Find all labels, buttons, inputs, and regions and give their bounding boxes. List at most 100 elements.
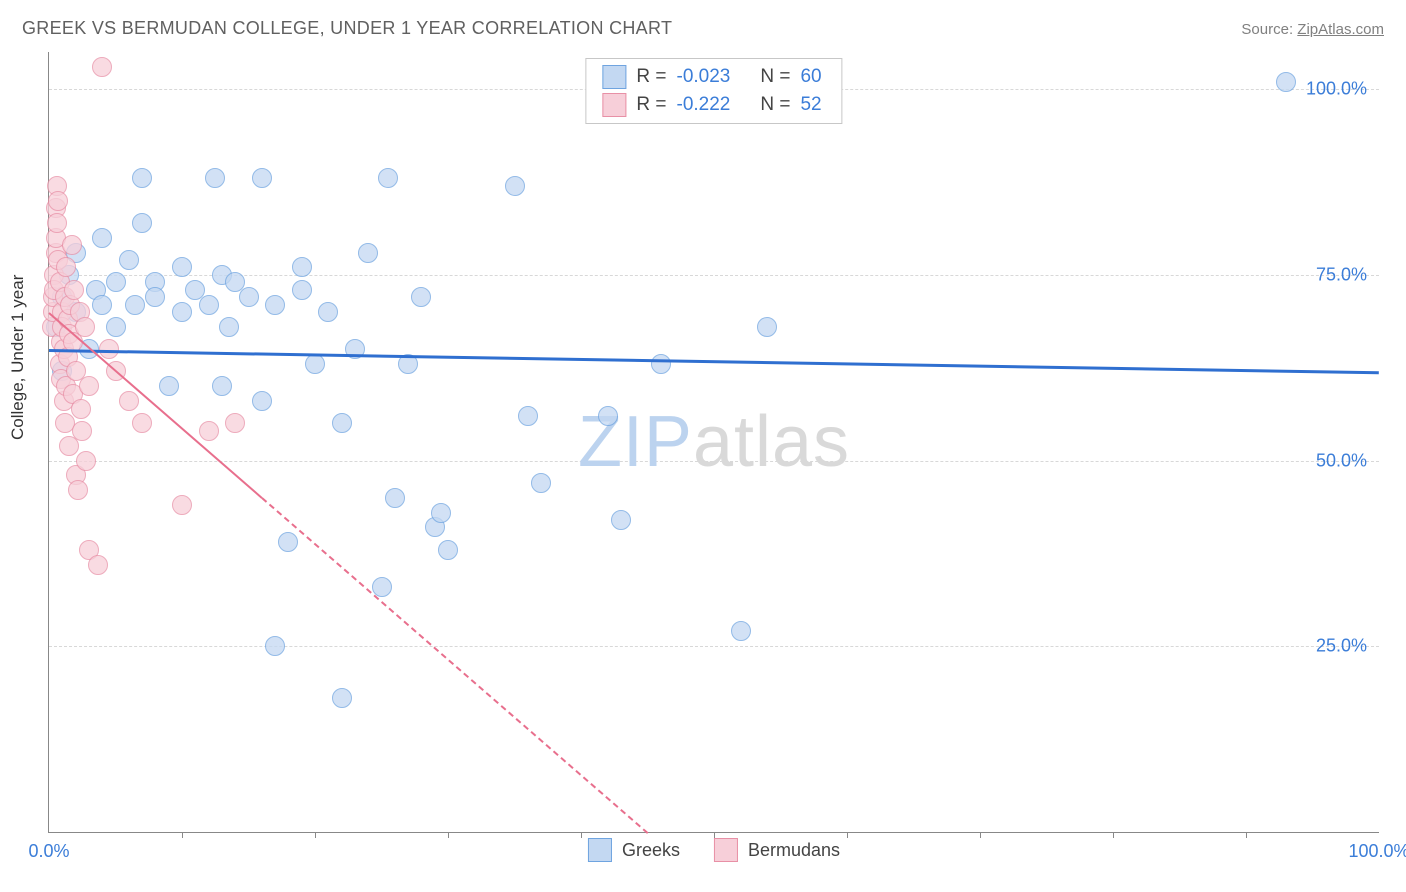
data-point	[106, 317, 126, 337]
data-point	[132, 413, 152, 433]
x-tick	[980, 832, 981, 838]
gridline	[49, 275, 1379, 276]
data-point	[92, 57, 112, 77]
data-point	[172, 495, 192, 515]
n-value-bermudans: 52	[800, 94, 821, 116]
y-tick-label: 25.0%	[1316, 636, 1367, 657]
data-point	[145, 287, 165, 307]
legend-label-greeks: Greeks	[622, 840, 680, 861]
data-point	[132, 213, 152, 233]
data-point	[48, 191, 68, 211]
chart-header: GREEK VS BERMUDAN COLLEGE, UNDER 1 YEAR …	[22, 18, 1384, 39]
r-value-bermudans: -0.222	[676, 94, 730, 116]
data-point	[76, 451, 96, 471]
legend-item-bermudans: Bermudans	[714, 838, 840, 862]
data-point	[431, 503, 451, 523]
data-point	[611, 510, 631, 530]
gridline	[49, 646, 1379, 647]
data-point	[47, 213, 67, 233]
source-prefix: Source:	[1241, 21, 1297, 38]
chart-title: GREEK VS BERMUDAN COLLEGE, UNDER 1 YEAR …	[22, 18, 672, 39]
data-point	[305, 354, 325, 374]
data-point	[225, 413, 245, 433]
data-point	[68, 480, 88, 500]
x-tick	[714, 832, 715, 838]
data-point	[199, 421, 219, 441]
x-tick	[1246, 832, 1247, 838]
data-point	[125, 295, 145, 315]
data-point	[292, 257, 312, 277]
legend-row-greeks: R = -0.023 N = 60	[602, 65, 821, 89]
data-point	[71, 399, 91, 419]
data-point	[318, 302, 338, 322]
data-point	[199, 295, 219, 315]
x-tick	[581, 832, 582, 838]
data-point	[252, 168, 272, 188]
data-point	[64, 280, 84, 300]
data-point	[411, 287, 431, 307]
swatch-bermudans-icon	[714, 838, 738, 862]
data-point	[505, 176, 525, 196]
y-tick-label: 75.0%	[1316, 264, 1367, 285]
swatch-bermudans	[602, 93, 626, 117]
x-tick-label: 0.0%	[28, 841, 69, 862]
data-point	[265, 295, 285, 315]
data-point	[438, 540, 458, 560]
data-point	[598, 406, 618, 426]
series-legend: Greeks Bermudans	[588, 838, 840, 862]
source-attribution: Source: ZipAtlas.com	[1241, 21, 1384, 38]
legend-row-bermudans: R = -0.222 N = 52	[602, 93, 821, 117]
data-point	[378, 168, 398, 188]
data-point	[172, 302, 192, 322]
swatch-greeks-icon	[588, 838, 612, 862]
data-point	[212, 376, 232, 396]
x-tick	[1113, 832, 1114, 838]
source-link[interactable]: ZipAtlas.com	[1297, 21, 1384, 38]
regression-line	[49, 349, 1379, 374]
data-point	[292, 280, 312, 300]
data-point	[651, 354, 671, 374]
data-point	[265, 636, 285, 656]
r-value-greeks: -0.023	[676, 66, 730, 88]
legend-item-greeks: Greeks	[588, 838, 680, 862]
data-point	[358, 243, 378, 263]
data-point	[385, 488, 405, 508]
data-point	[75, 317, 95, 337]
watermark-atlas: atlas	[693, 402, 850, 482]
data-point	[1276, 72, 1296, 92]
watermark-zip: ZIP	[578, 402, 693, 482]
x-tick	[315, 832, 316, 838]
data-point	[106, 272, 126, 292]
data-point	[219, 317, 239, 337]
data-point	[252, 391, 272, 411]
data-point	[92, 295, 112, 315]
data-point	[56, 257, 76, 277]
data-point	[205, 168, 225, 188]
data-point	[757, 317, 777, 337]
data-point	[92, 228, 112, 248]
data-point	[159, 376, 179, 396]
data-point	[119, 250, 139, 270]
correlation-legend: R = -0.023 N = 60 R = -0.222 N = 52	[585, 58, 842, 124]
n-value-greeks: 60	[800, 66, 821, 88]
legend-label-bermudans: Bermudans	[748, 840, 840, 861]
data-point	[531, 473, 551, 493]
y-tick-label: 50.0%	[1316, 450, 1367, 471]
data-point	[239, 287, 259, 307]
data-point	[72, 421, 92, 441]
data-point	[132, 168, 152, 188]
data-point	[332, 688, 352, 708]
x-tick	[448, 832, 449, 838]
data-point	[332, 413, 352, 433]
x-tick	[182, 832, 183, 838]
data-point	[88, 555, 108, 575]
gridline	[49, 461, 1379, 462]
swatch-greeks	[602, 65, 626, 89]
data-point	[172, 257, 192, 277]
data-point	[731, 621, 751, 641]
data-point	[62, 235, 82, 255]
data-point	[119, 391, 139, 411]
data-point	[79, 376, 99, 396]
scatter-plot-area: ZIPatlas R = -0.023 N = 60 R = -0.222 N …	[48, 52, 1379, 833]
x-tick	[847, 832, 848, 838]
